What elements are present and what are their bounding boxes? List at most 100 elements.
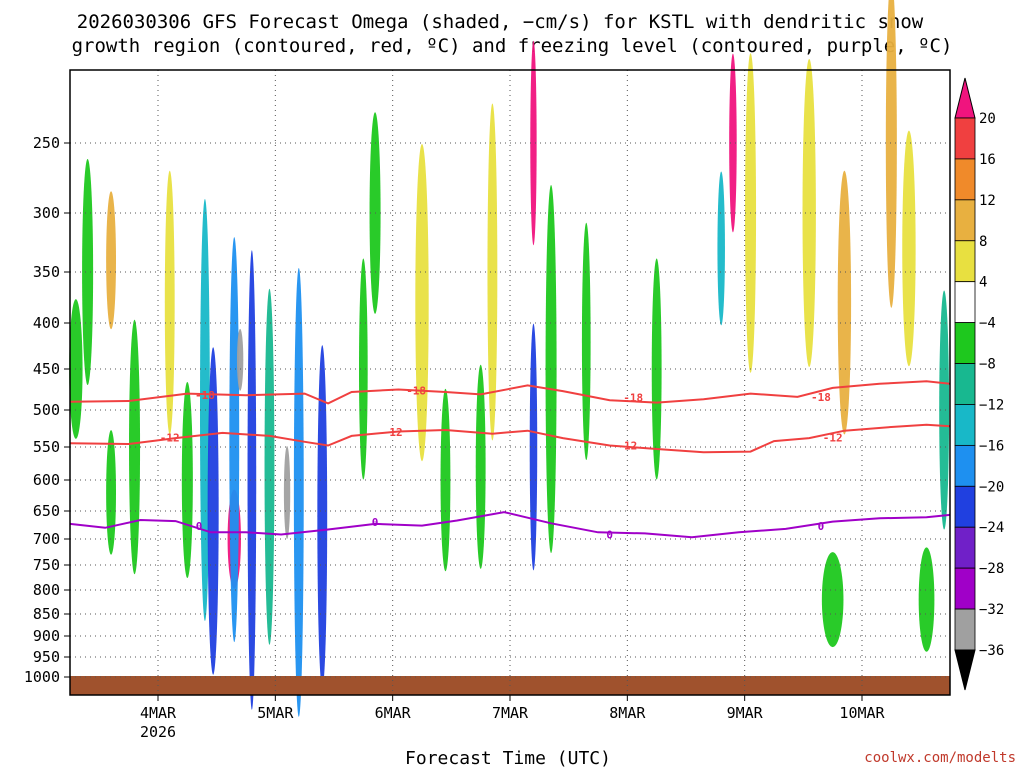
y-tick-label: 300 (33, 204, 60, 222)
colorbar-label: 4 (979, 275, 987, 291)
dgz-contour-m12 (69, 423, 951, 454)
omega-blob (106, 430, 116, 555)
colorbar-swatch (954, 158, 976, 201)
omega-blob (317, 345, 328, 689)
colorbar-swatch (954, 281, 976, 324)
colorbar-label: −4 (979, 316, 996, 332)
colorbar-bottom-arrow (954, 649, 976, 691)
omega-blob (82, 159, 94, 385)
dgz-contour-m18 (69, 380, 951, 405)
colorbar-swatch (954, 117, 976, 160)
y-tick-label: 850 (33, 605, 60, 623)
chart-title: 2026030306 GFS Forecast Omega (shaded, −… (72, 11, 953, 57)
colorbar-swatch (954, 608, 976, 651)
omega-blob (358, 258, 368, 480)
contour-label: -18 (623, 392, 643, 405)
contour-label: -12 (823, 431, 843, 444)
omega-blob (200, 199, 210, 621)
chart-title-line-1: 2026030306 GFS Forecast Omega (shaded, −… (77, 11, 924, 33)
x-tick-label: 9MAR (727, 704, 764, 722)
contour-label: 0 (818, 520, 825, 533)
y-tick-label: 400 (33, 314, 60, 332)
colorbar-swatch (954, 485, 976, 528)
contour-label: -12 (160, 431, 180, 444)
omega-blob (545, 185, 557, 553)
omega-blob (106, 191, 116, 330)
colorbar-legend: 20 16 12 8 4 −4 −8 −12 −16 −20 −24 −28 −32 −36 (954, 77, 1004, 691)
contour-label: 0 (606, 529, 613, 542)
colorbar-label: −20 (979, 479, 1004, 495)
omega-blob (717, 171, 725, 326)
contour-label: 0 (372, 516, 379, 529)
colorbar-swatch (954, 444, 976, 487)
omega-blob (918, 547, 935, 652)
credit-text: coolwx.com/modelts (864, 750, 1016, 766)
contour-label: 0 (196, 520, 203, 533)
y-tick-label: 650 (33, 502, 60, 520)
omega-shading (69, 0, 950, 717)
y-tick-label: 550 (33, 438, 60, 456)
contour-label: -18 (811, 391, 831, 404)
y-tick-label: 900 (33, 627, 60, 645)
omega-blob (164, 170, 175, 435)
x-tick-label: 8MAR (609, 704, 646, 722)
x-tick-label: 6MAR (375, 704, 412, 722)
omega-blob (802, 59, 816, 367)
y-tick-label: 250 (33, 134, 60, 152)
omega-blob (129, 319, 141, 575)
colorbar-label: 20 (979, 111, 996, 127)
omega-blob (729, 53, 737, 233)
x-tick-label: 7MAR (492, 704, 529, 722)
omega-blob (885, 0, 897, 308)
y-tick-label: 350 (33, 263, 60, 281)
omega-blob (415, 144, 429, 462)
freezing-level-contour-0 (69, 511, 951, 539)
colorbar-swatch (954, 404, 976, 446)
colorbar-label: −24 (979, 520, 1004, 536)
omega-blob (293, 267, 304, 717)
colorbar-swatch (954, 567, 976, 610)
colorbar-swatch (954, 199, 976, 242)
omega-blob (264, 288, 275, 645)
colorbar-label: −28 (979, 561, 1004, 577)
x-tick-label: 5MAR (257, 704, 294, 722)
omega-blob (181, 382, 193, 578)
y-tick-label: 750 (33, 556, 60, 574)
omega-blob (475, 364, 486, 569)
colorbar-swatch (954, 363, 976, 405)
x-tick-label: 4MAR (140, 704, 177, 722)
contour-lines: -18 -18 -18 -18 -12 -12 -12 -12 0 0 0 0 (69, 380, 951, 542)
omega-blob (236, 328, 244, 391)
omega-blob (229, 237, 240, 643)
colorbar-label: −16 (979, 438, 1004, 454)
colorbar-label: −12 (979, 397, 1004, 413)
chart-title-line-2: growth region (contoured, red, ºC) and f… (72, 35, 953, 57)
y-tick-label: 950 (33, 648, 60, 666)
colorbar-swatch (954, 526, 976, 569)
omega-blob (530, 40, 537, 246)
colorbar-top-arrow (954, 77, 976, 119)
omega-blob (902, 130, 916, 367)
contour-label: -12 (617, 440, 637, 453)
colorbar-label: 16 (979, 152, 996, 168)
colorbar-label: −8 (979, 357, 996, 373)
colorbar-label: −32 (979, 602, 1004, 618)
omega-blob (581, 222, 591, 461)
omega-blob (651, 258, 662, 480)
omega-blob (837, 170, 852, 435)
y-tick-label: 450 (33, 360, 60, 378)
omega-blob (247, 250, 257, 710)
y-tick-label: 600 (33, 471, 60, 489)
omega-blob (939, 290, 950, 530)
colorbar-label: 8 (979, 234, 987, 250)
omega-blob (821, 552, 844, 648)
omega-blob (283, 445, 291, 539)
omega-blob (207, 347, 219, 675)
contour-label: -18 (195, 389, 215, 402)
y-tick-label: 800 (33, 581, 60, 599)
colorbar-swatch (954, 240, 976, 283)
y-tick-label: 1000 (24, 668, 60, 686)
contour-label: -18 (406, 384, 426, 397)
